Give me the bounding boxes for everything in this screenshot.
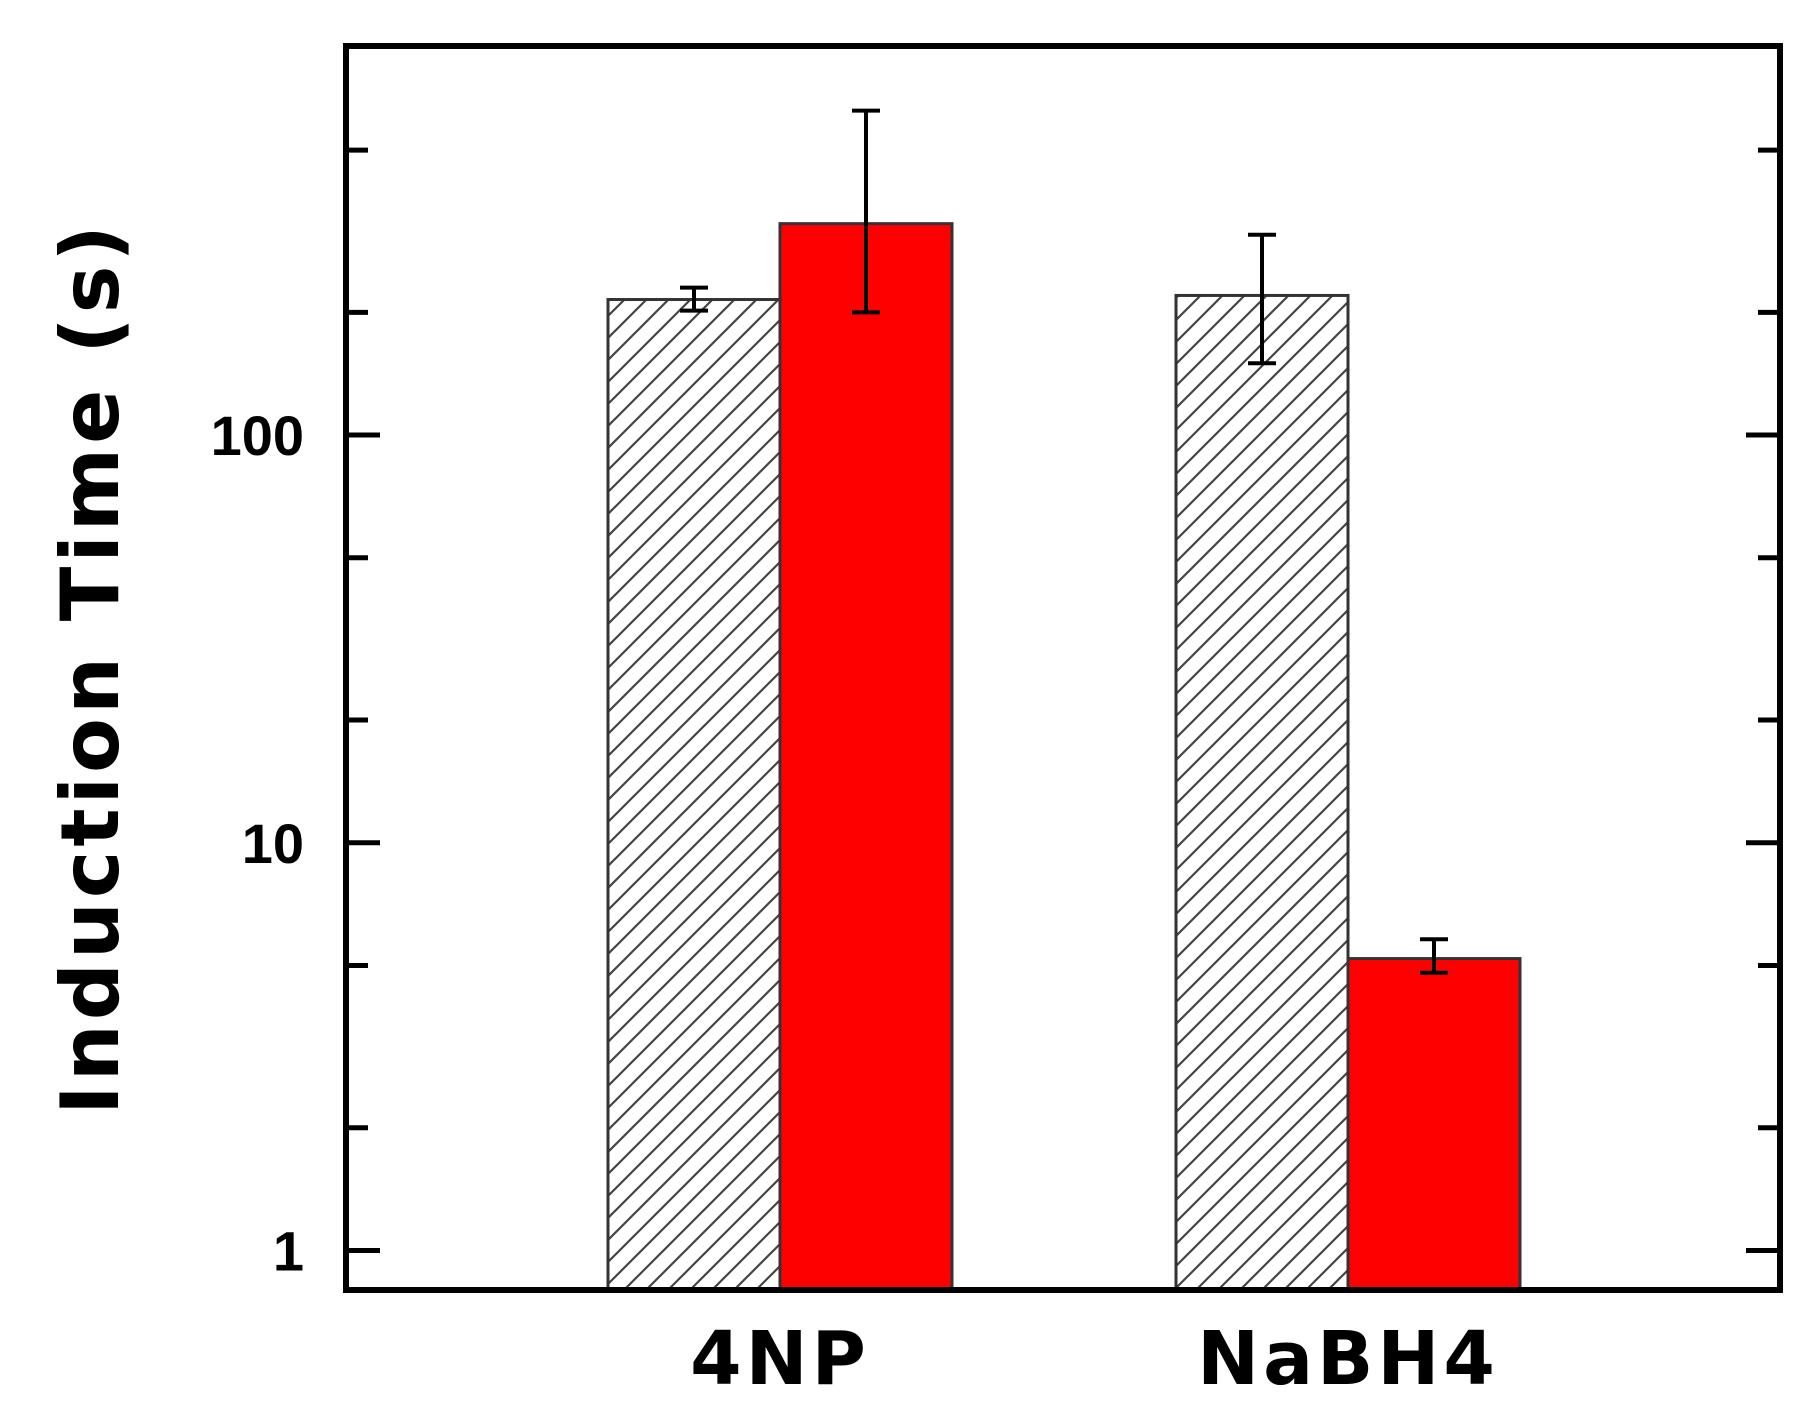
error-bars bbox=[680, 108, 1448, 975]
plot-bars bbox=[606, 222, 1522, 1292]
y-axis-title: Induction Time (s) bbox=[44, 221, 137, 1115]
error-bar-nabh4-series-2 bbox=[1420, 937, 1448, 975]
plot-frame bbox=[343, 43, 1783, 1293]
y-tick-label: 1 bbox=[273, 1219, 304, 1282]
bar-4np-series-1 bbox=[606, 298, 782, 1292]
x-tick-labels: 4NP NaBH4 bbox=[690, 1316, 1499, 1402]
bar-nabh4-series-1 bbox=[1174, 293, 1350, 1292]
y-tick-labels: 1 10 100 bbox=[211, 404, 304, 1282]
bar-nabh4-series-2 bbox=[1346, 957, 1522, 1292]
y-tick-label: 10 bbox=[242, 812, 304, 875]
error-bar-nabh4-series-1 bbox=[1248, 232, 1276, 366]
axis-ticks bbox=[346, 147, 1780, 1253]
bar-4np-series-2 bbox=[778, 222, 954, 1292]
error-bar-4np-series-1 bbox=[680, 285, 708, 313]
error-bar-4np-series-2 bbox=[852, 108, 880, 315]
y-tick-label: 100 bbox=[211, 404, 304, 467]
x-tick-label: 4NP bbox=[690, 1316, 870, 1402]
x-tick-label: NaBH4 bbox=[1197, 1316, 1499, 1402]
